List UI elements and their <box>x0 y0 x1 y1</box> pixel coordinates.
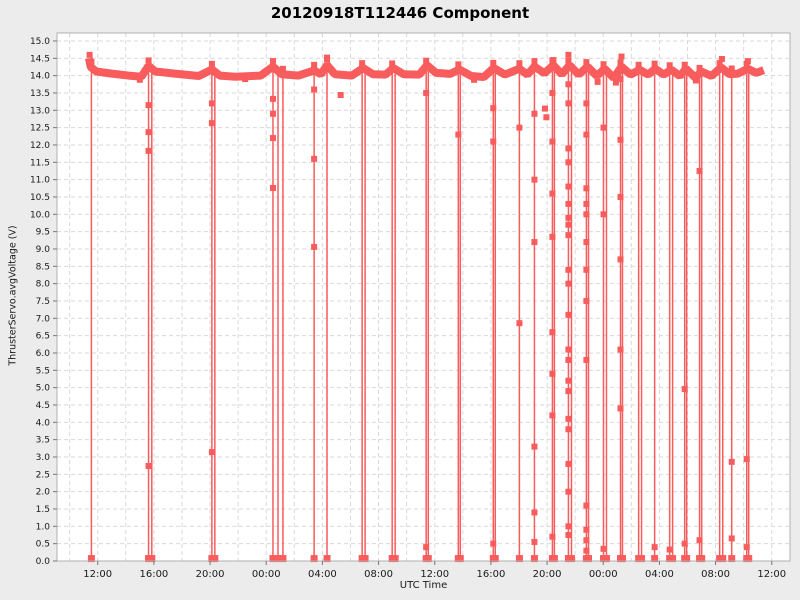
svg-text:15.0: 15.0 <box>30 37 50 47</box>
svg-text:7.5: 7.5 <box>36 297 50 307</box>
voltage-band-series <box>85 57 766 81</box>
svg-text:3.0: 3.0 <box>36 453 51 463</box>
scatter-markers <box>86 51 753 563</box>
svg-text:04:00: 04:00 <box>308 569 337 580</box>
svg-text:12:00: 12:00 <box>83 569 112 580</box>
svg-text:14.5: 14.5 <box>30 54 50 64</box>
chart-title: 20120918T112446 Component <box>270 4 530 22</box>
svg-text:5.0: 5.0 <box>36 384 51 394</box>
svg-text:5.5: 5.5 <box>36 366 50 376</box>
svg-text:12:00: 12:00 <box>757 569 786 580</box>
plot-frame <box>56 32 791 562</box>
svg-text:00:00: 00:00 <box>252 569 281 580</box>
svg-text:0.5: 0.5 <box>36 540 50 550</box>
svg-text:13.5: 13.5 <box>30 89 50 99</box>
svg-text:11.0: 11.0 <box>30 176 50 186</box>
x-axis-label: UTC Time <box>399 580 448 591</box>
svg-text:8.0: 8.0 <box>36 280 51 290</box>
svg-text:2.5: 2.5 <box>36 470 50 480</box>
svg-text:08:00: 08:00 <box>364 569 393 580</box>
y-axis-ticks: 0.0 0.5 1.0 1.5 2.0 2.5 3.0 3.5 4.0 4.5 5.0 5.5 6.0 6… <box>30 37 57 567</box>
svg-text:2.0: 2.0 <box>36 488 51 498</box>
svg-text:3.5: 3.5 <box>36 436 50 446</box>
svg-text:7.0: 7.0 <box>36 314 51 324</box>
svg-text:10.5: 10.5 <box>30 193 50 203</box>
svg-text:16:00: 16:00 <box>476 569 505 580</box>
dropout-lines <box>90 65 750 560</box>
svg-text:0.0: 0.0 <box>36 557 51 567</box>
svg-text:1.5: 1.5 <box>36 505 50 515</box>
svg-text:6.0: 6.0 <box>36 349 51 359</box>
svg-text:20:00: 20:00 <box>196 569 225 580</box>
svg-text:9.0: 9.0 <box>36 245 51 255</box>
svg-text:4.0: 4.0 <box>36 418 51 428</box>
svg-text:6.5: 6.5 <box>36 332 50 342</box>
svg-text:12.0: 12.0 <box>30 141 50 151</box>
svg-text:1.0: 1.0 <box>36 522 51 532</box>
svg-text:16:00: 16:00 <box>139 569 168 580</box>
svg-text:14.0: 14.0 <box>30 72 50 82</box>
svg-text:13.0: 13.0 <box>30 106 50 116</box>
svg-text:12.5: 12.5 <box>30 124 50 134</box>
svg-text:00:00: 00:00 <box>589 569 618 580</box>
svg-text:20:00: 20:00 <box>533 569 562 580</box>
svg-text:8.5: 8.5 <box>36 262 50 272</box>
plot-area <box>57 33 790 561</box>
x-axis-ticks: 12:00 16:00 20:00 00:00 04:00 08:00 12:00 16:00… <box>83 561 786 580</box>
svg-text:10.0: 10.0 <box>30 210 50 220</box>
svg-text:11.5: 11.5 <box>30 158 50 168</box>
svg-text:08:00: 08:00 <box>701 569 730 580</box>
y-axis-label: ThrusterServo.avgVoltage (V) <box>7 225 19 366</box>
svg-text:9.5: 9.5 <box>36 228 50 238</box>
svg-text:12:00: 12:00 <box>420 569 449 580</box>
svg-text:4.5: 4.5 <box>36 401 50 411</box>
svg-text:04:00: 04:00 <box>645 569 674 580</box>
